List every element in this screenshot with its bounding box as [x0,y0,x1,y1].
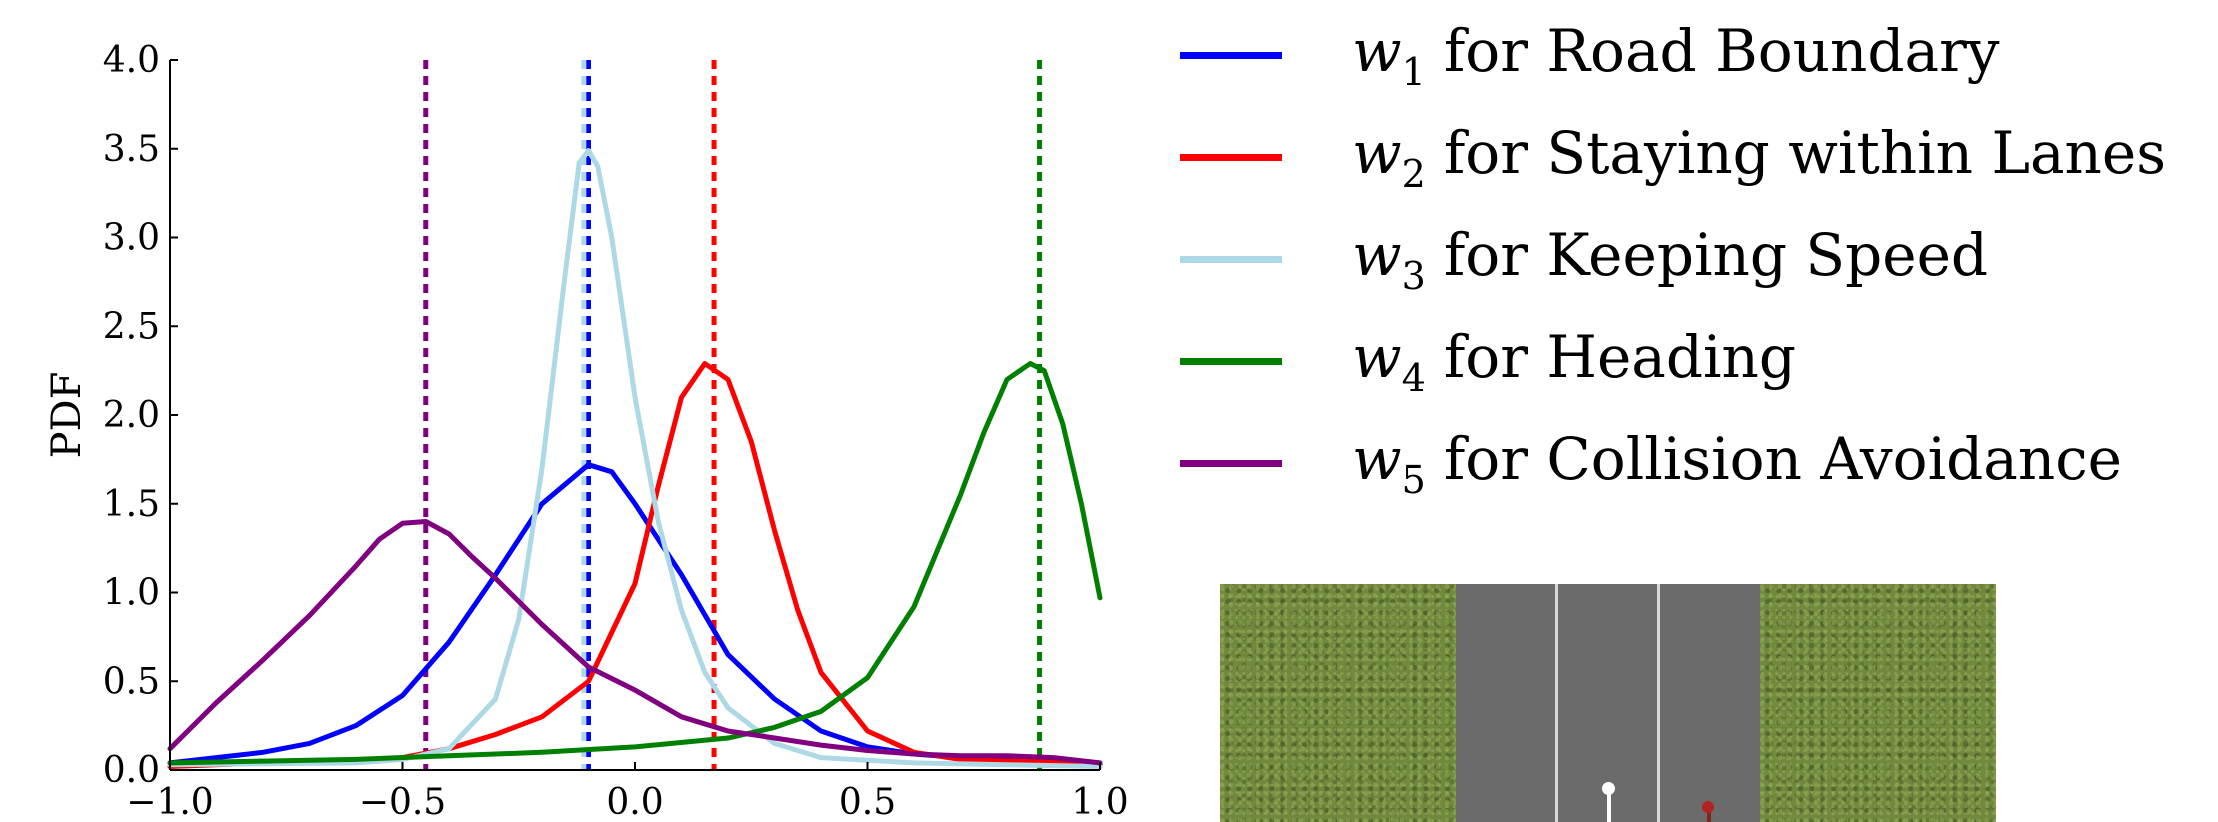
legend-label-2: w2 for Staying within Lanes [1352,119,2166,196]
x-tick-label: 0.5 [839,782,896,822]
legend-label-1: w1 for Road Boundary [1352,17,2000,94]
legend-item-4: w4 for Heading [1170,316,1796,406]
legend-swatch-2 [1180,153,1282,161]
y-axis-label: PDF [44,372,90,459]
legend-desc-5: for Collision Avoidance [1443,424,2123,493]
series-4-curve [167,361,1103,766]
legend-sub-4: 4 [1401,355,1426,400]
legend-label-5: w5 for Collision Avoidance [1352,425,2122,502]
legend-item-3: w3 for Keeping Speed [1170,214,1988,304]
lane-line-1 [1555,584,1558,822]
ego-car-head [1602,782,1615,795]
y-tick-label: 3.0 [103,218,160,259]
legend-swatch-1 [1180,51,1282,59]
legend-desc-2: for Staying within Lanes [1443,118,2166,187]
x-tick-label: −0.5 [359,782,446,822]
y-tick-label: 1.0 [103,573,160,614]
pdf-chart: 0.0 0.5 1.0 1.5 2.0 2.5 3.0 3.5 4.0 −1.0 −0.5 0.0 0.… [44,40,1129,822]
legend-sub-2: 2 [1401,151,1426,196]
legend-label-4: w4 for Heading [1352,323,1796,400]
y-tick-label: 3.5 [103,129,160,170]
mean-lines [423,60,1043,770]
legend-sub-5: 5 [1401,457,1426,502]
y-tick-label: 0.5 [103,661,160,702]
series-2-curve [167,361,1103,769]
legend-sub-1: 1 [1401,49,1426,94]
y-tick-label: 0.0 [103,750,160,791]
x-tick-label: 0.0 [606,782,663,822]
grass-right [1760,584,1996,822]
other-car-marker [1707,806,1711,822]
driving-scene [1220,584,1996,822]
legend-swatch-5 [1180,459,1282,467]
legend-desc-1: for Road Boundary [1443,16,2000,85]
series-3-curve [167,148,1103,769]
legend-swatch-3 [1180,255,1282,263]
legend-desc-3: for Keeping Speed [1443,220,1989,289]
legend-var-4: w [1352,322,1402,391]
y-tick-label: 4.0 [103,40,160,81]
pdf-curves [167,148,1103,769]
legend-swatch-4 [1180,357,1282,365]
legend-label-3: w3 for Keeping Speed [1352,221,1988,298]
ego-car-marker [1607,790,1611,822]
y-tick-label: 1.5 [103,484,160,525]
lane-line-2 [1657,584,1660,822]
legend-item-5: w5 for Collision Avoidance [1170,418,2122,508]
other-car-head [1702,801,1714,813]
legend-item-1: w1 for Road Boundary [1170,10,2000,100]
axes [169,59,1101,771]
y-tick-label: 2.5 [103,306,160,347]
y-tick-label: 2.0 [103,395,160,436]
series-5-curve [167,519,1103,766]
tick-labels: 0.0 0.5 1.0 1.5 2.0 2.5 3.0 3.5 4.0 −1.0 −0.5 0.0 0.… [103,40,1129,822]
legend: w1 for Road Boundary w2 for Staying within … [1170,0,2218,502]
legend-var-5: w [1352,424,1402,493]
chart-svg: 0.0 0.5 1.0 1.5 2.0 2.5 3.0 3.5 4.0 −1.0 −0.5 0.0 0.… [44,40,1129,822]
legend-sub-3: 3 [1401,253,1426,298]
legend-var-2: w [1352,118,1402,187]
grass-left [1220,584,1456,822]
legend-var-1: w [1352,16,1402,85]
legend-var-3: w [1352,220,1402,289]
legend-item-2: w2 for Staying within Lanes [1170,112,2166,202]
legend-desc-4: for Heading [1443,322,1797,391]
x-tick-label: −1.0 [126,782,213,822]
x-tick-label: 1.0 [1071,782,1128,822]
